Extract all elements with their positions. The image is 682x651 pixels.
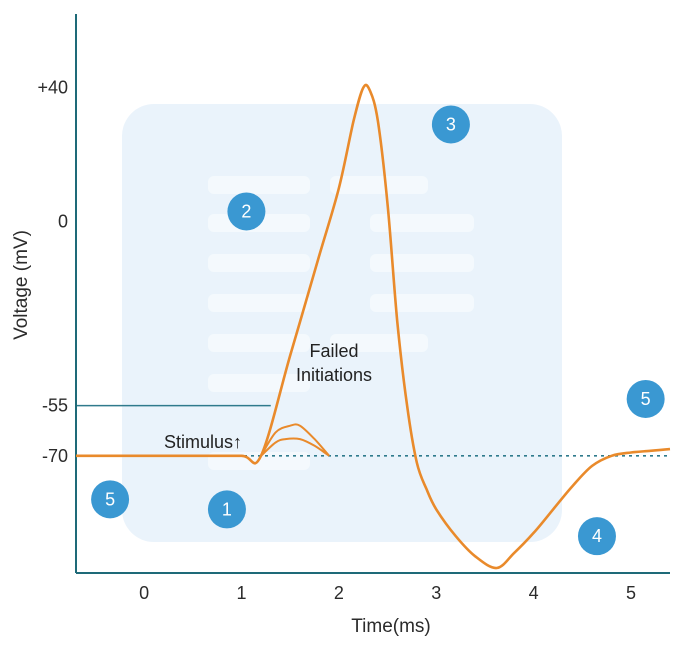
x-tick-label: 0 (139, 583, 149, 603)
phase-marker-label: 3 (446, 114, 456, 134)
x-tick-label: 2 (334, 583, 344, 603)
action-potential-line (75, 83, 671, 570)
phase-marker-circle (91, 480, 130, 519)
phase-marker-circle (626, 379, 665, 418)
phase-marker-label: 2 (241, 201, 251, 221)
failed-label-line1: Failed (309, 341, 358, 361)
phase-marker-label: 5 (641, 389, 651, 409)
failed-label-line2: Initiations (296, 365, 372, 385)
y-tick-label: +40 (37, 78, 68, 98)
x-tick-label: 1 (237, 583, 247, 603)
phase-marker-4: 4 (577, 517, 616, 556)
phase-marker-circle (207, 490, 246, 529)
phase-marker-label: 5 (105, 489, 115, 509)
x-tick-label: 5 (626, 583, 636, 603)
failed-initiation-curve (260, 423, 330, 457)
axes (75, 14, 670, 574)
phase-marker-label: 4 (592, 526, 602, 546)
phase-marker-5: 5 (91, 480, 130, 519)
x-axis-title: Time(ms) (351, 616, 431, 637)
y-tick-label: -70 (42, 446, 68, 466)
y-axis-title: Voltage (mV) (11, 230, 32, 340)
voltage-traces (75, 83, 671, 570)
phase-marker-circle (431, 105, 470, 144)
tick-labels: 0 1 2 3 4 5 +40 0 -55 -70 (37, 78, 636, 603)
y-tick-label: 0 (58, 212, 68, 232)
phase-marker-circle (227, 192, 266, 231)
phase-marker-5: 5 (626, 379, 665, 418)
phase-marker-circle (577, 517, 616, 556)
phase-marker-label: 1 (222, 499, 232, 519)
phase-markers: 1 2 3 4 5 5 (91, 105, 665, 556)
phase-marker-3: 3 (431, 105, 470, 144)
y-tick-label: -55 (42, 396, 68, 416)
x-tick-label: 3 (431, 583, 441, 603)
x-tick-label: 4 (529, 583, 539, 603)
stimulus-label: Stimulus↑ (164, 432, 242, 452)
phase-marker-2: 2 (227, 192, 266, 231)
failed-initiation-curve (260, 437, 330, 457)
phase-marker-1: 1 (207, 490, 246, 529)
